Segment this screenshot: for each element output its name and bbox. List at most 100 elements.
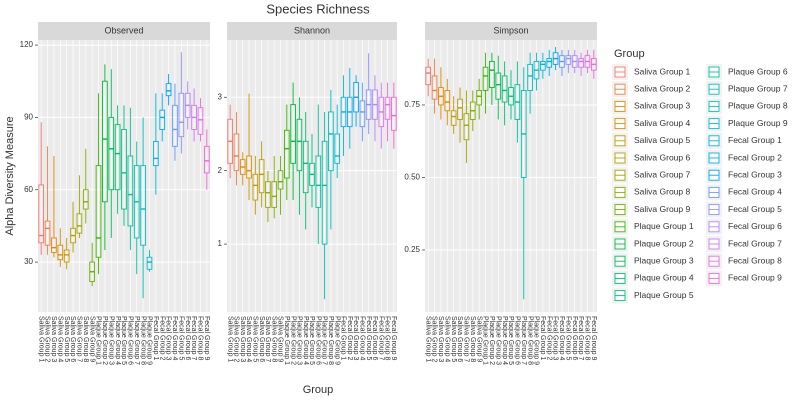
x-tick-label: Fecal Group 4 [359, 316, 366, 360]
x-tick-label: Fecal Group 6 [571, 316, 578, 360]
legend-label: Saliva Group 6 [634, 152, 690, 162]
x-tick-label: Fecal Group 2 [346, 316, 353, 360]
strip [425, 22, 597, 40]
box [246, 155, 252, 179]
legend-label: Saliva Group 1 [634, 66, 690, 76]
x-tick-label: Fecal Group 6 [184, 316, 191, 360]
x-tick-label: Plaque Group 7 [520, 316, 527, 365]
x-tick-label: Plaque Group 2 [488, 316, 495, 365]
legend-label: Fecal Group 8 [728, 255, 782, 265]
box [102, 80, 108, 203]
box [476, 90, 482, 106]
chart-title: Species Richness [266, 1, 370, 16]
legend-label: Saliva Group 9 [634, 204, 690, 214]
x-tick-label: Plaque Group 4 [302, 316, 309, 365]
box [258, 159, 265, 194]
x-tick-label: Saliva Group 1 [37, 316, 44, 362]
y-tick-label: 120 [20, 40, 34, 49]
facet-title: Simpson [493, 25, 528, 35]
legend-label: Saliva Group 5 [634, 135, 690, 145]
y-tick-label: 30 [24, 257, 33, 266]
x-tick-label: Saliva Group 4 [56, 316, 63, 362]
box [277, 170, 284, 190]
x-tick-label: Saliva Group 1 [226, 316, 233, 362]
legend-label: Plaque Group 2 [634, 238, 694, 248]
x-tick-label: Plaque Group 4 [114, 316, 121, 365]
x-tick-label: Saliva Group 4 [245, 316, 252, 362]
box [127, 155, 134, 227]
x-tick-label: Saliva Group 4 [443, 316, 450, 362]
x-tick-label: Plaque Group 3 [296, 316, 303, 365]
x-tick-label: Saliva Group 7 [76, 316, 83, 362]
box [578, 58, 584, 68]
box [153, 141, 159, 167]
x-tick-label: Plaque Group 1 [95, 316, 102, 365]
x-tick-label: Plaque Group 5 [120, 316, 127, 365]
x-tick-label: Plaque Group 7 [133, 316, 140, 365]
x-tick-label: Saliva Group 7 [264, 316, 271, 362]
box [315, 155, 322, 208]
box [328, 111, 334, 172]
x-tick-label: Plaque Group 7 [321, 316, 328, 365]
x-tick-label: Fecal Group 3 [552, 316, 559, 360]
legend-label: Plaque Group 3 [634, 255, 694, 265]
box [501, 75, 508, 103]
box [302, 140, 309, 194]
x-tick-label: Saliva Group 9 [475, 316, 482, 362]
box [457, 98, 463, 120]
box [527, 63, 533, 91]
x-tick-label: Saliva Group 6 [69, 316, 76, 362]
legend-label: Fecal Group 4 [728, 187, 782, 197]
legend-label: Saliva Group 4 [634, 118, 690, 128]
x-tick-label: Fecal Group 2 [158, 316, 165, 360]
x-tick-label: Fecal Group 9 [203, 316, 210, 360]
x-tick-label: Plaque Group 9 [333, 316, 340, 365]
box [63, 249, 70, 263]
x-tick-label: Saliva Group 8 [469, 316, 476, 362]
x-tick-label: Fecal Group 8 [584, 316, 591, 360]
box [431, 75, 438, 100]
legend-label: Fecal Group 9 [728, 273, 782, 283]
x-tick-label: Fecal Group 6 [371, 316, 378, 360]
box [565, 55, 572, 65]
box [178, 92, 185, 138]
x-tick-label: Saliva Group 2 [44, 316, 51, 362]
box [76, 213, 83, 234]
x-tick-label: Fecal Group 7 [577, 316, 584, 360]
box [284, 129, 290, 179]
box [159, 109, 166, 130]
x-tick-label: Fecal Group 5 [365, 316, 372, 360]
x-tick-label: Fecal Group 9 [590, 316, 597, 360]
box [140, 165, 146, 246]
box [57, 244, 64, 261]
x-tick-label: Fecal Group 1 [340, 316, 347, 360]
box [495, 72, 502, 100]
legend-label: Fecal Group 2 [728, 152, 782, 162]
box [172, 104, 178, 147]
box [38, 184, 45, 244]
box [114, 124, 121, 191]
box [359, 100, 366, 128]
x-tick-label: Fecal Group 8 [384, 316, 391, 360]
x-tick-label: Plaque Group 8 [327, 316, 334, 365]
legend-title: Group [614, 48, 645, 60]
x-tick-label: Saliva Group 1 [424, 316, 431, 362]
x-tick-label: Plaque Group 1 [482, 316, 489, 365]
box [51, 237, 57, 253]
x-tick-label: Fecal Group 5 [564, 316, 571, 360]
y-tick-label: 2 [218, 166, 223, 175]
facet-title: Observed [104, 25, 143, 35]
box [197, 107, 204, 135]
legend-label: Plaque Group 1 [634, 221, 694, 231]
box [203, 145, 210, 174]
legend-label: Saliva Group 3 [634, 101, 690, 111]
x-tick-label: Plaque Group 2 [101, 316, 108, 365]
legend-label: Plaque Group 9 [728, 118, 788, 128]
x-tick-label: Plaque Group 6 [314, 316, 321, 365]
box [321, 140, 328, 245]
x-tick-label: Saliva Group 3 [239, 316, 246, 362]
legend-label: Plaque Group 7 [728, 83, 788, 93]
legend-label: Fecal Group 1 [728, 135, 782, 145]
x-tick-label: Plaque Group 3 [494, 316, 501, 365]
